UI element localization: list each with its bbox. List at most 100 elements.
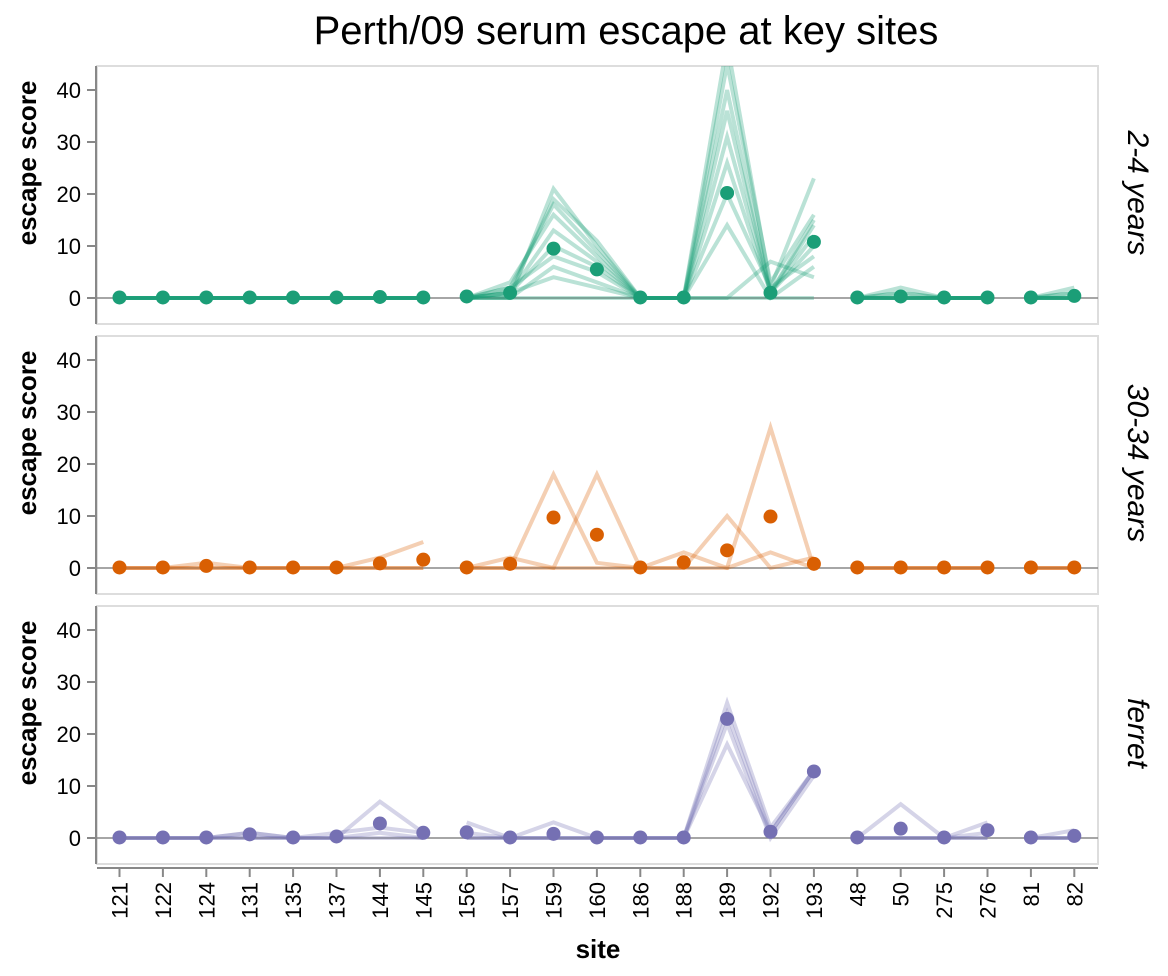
- mean-point: [329, 290, 344, 305]
- individual-line: [1030, 290, 1075, 300]
- mean-point: [155, 560, 170, 575]
- individual-line: [1030, 285, 1075, 300]
- individual-line: [466, 420, 816, 570]
- mean-point: [503, 556, 518, 571]
- mean-point: [1067, 288, 1082, 303]
- individual-line: [857, 830, 988, 840]
- x-axis-title: site: [576, 934, 621, 964]
- y-tick-label: 10: [57, 774, 81, 799]
- mean-point: [893, 560, 908, 575]
- x-tick-label: 48: [845, 882, 870, 906]
- facet-label: 2-4 years: [1121, 129, 1154, 255]
- x-tick-label: 186: [628, 882, 653, 919]
- mean-point: [763, 285, 778, 300]
- facet-1: 0 10 20 30 40 escape score 30-34 years: [12, 335, 1154, 595]
- mean-point: [893, 821, 908, 836]
- y-axis-title: escape score: [12, 81, 42, 246]
- mean-point: [459, 825, 474, 840]
- x-tick-label: 131: [238, 882, 263, 919]
- mean-point: [763, 824, 778, 839]
- x-tick-label: 81: [1019, 882, 1044, 906]
- x-tick-label: 276: [976, 882, 1001, 919]
- mean-point: [155, 290, 170, 305]
- mean-point: [155, 830, 170, 845]
- mean-point: [893, 289, 908, 304]
- x-tick-label: 124: [194, 882, 219, 919]
- y-tick-label: 0: [69, 286, 81, 311]
- mean-point: [633, 830, 648, 845]
- y-axis-title: escape score: [12, 351, 42, 516]
- x-tick-label: 192: [759, 882, 784, 919]
- x-tick-label: 159: [542, 882, 567, 919]
- individual-lines: [119, 696, 1075, 843]
- y-tick-label: 30: [57, 130, 81, 155]
- individual-line: [857, 290, 988, 300]
- mean-point: [372, 816, 387, 831]
- individual-line: [1030, 828, 1075, 840]
- x-tick-label: 50: [889, 882, 914, 906]
- chart-title: Perth/09 serum escape at key sites: [314, 9, 939, 53]
- individual-line: [119, 830, 424, 840]
- mean-point: [589, 830, 604, 845]
- individual-line: [119, 825, 424, 841]
- mean-point: [199, 290, 214, 305]
- y-axis-title: escape score: [12, 621, 42, 786]
- y-tick-label: 10: [57, 504, 81, 529]
- individual-line: [119, 540, 424, 570]
- mean-point: [416, 825, 431, 840]
- mean-point: [937, 830, 952, 845]
- x-tick-label: 275: [932, 882, 957, 919]
- mean-point: [242, 290, 257, 305]
- mean-point: [720, 185, 735, 200]
- mean-point: [199, 830, 214, 845]
- mean-point: [286, 560, 301, 575]
- mean-point: [1023, 560, 1038, 575]
- mean-point: [720, 711, 735, 726]
- individual-line: [119, 799, 425, 840]
- x-tick-label: 188: [672, 882, 697, 919]
- mean-point: [286, 290, 301, 305]
- y-tick-label: 0: [69, 556, 81, 581]
- mean-point: [633, 560, 648, 575]
- mean-point: [112, 290, 127, 305]
- facet-label: 30-34 years: [1121, 384, 1154, 542]
- y-tick-label: 0: [69, 826, 81, 851]
- mean-point: [329, 560, 344, 575]
- mean-point: [676, 830, 691, 845]
- mean-point: [850, 290, 865, 305]
- mean-point: [980, 823, 995, 838]
- facet-2: 0 10 20 30 40 escape score ferret: [12, 605, 1154, 865]
- mean-point: [589, 527, 604, 542]
- mean-point: [850, 830, 865, 845]
- x-tick-label: 157: [498, 882, 523, 919]
- facet-label: ferret: [1121, 698, 1154, 770]
- individual-lines: [119, 420, 1075, 571]
- mean-point: [806, 764, 821, 779]
- mean-point: [112, 830, 127, 845]
- x-tick-label: 189: [715, 882, 740, 919]
- mean-point: [937, 560, 952, 575]
- y-tick-label: 20: [57, 182, 81, 207]
- mean-point: [676, 555, 691, 570]
- x-tick-label: 82: [1062, 882, 1087, 906]
- individual-line: [856, 285, 988, 300]
- mean-point: [1023, 290, 1038, 305]
- mean-point: [1067, 560, 1082, 575]
- mean-point: [806, 556, 821, 571]
- x-tick-label: 122: [151, 882, 176, 919]
- y-tick-label: 40: [57, 78, 81, 103]
- mean-point: [372, 289, 387, 304]
- y-tick-label: 40: [57, 348, 81, 373]
- mean-point: [980, 560, 995, 575]
- individual-lines: [119, 66, 1075, 301]
- x-tick-label: 135: [281, 882, 306, 919]
- y-tick-label: 20: [57, 722, 81, 747]
- individual-line: [466, 739, 816, 840]
- mean-point: [980, 290, 995, 305]
- mean-point: [676, 290, 691, 305]
- mean-point: [459, 560, 474, 575]
- mean-point: [1067, 828, 1082, 843]
- mean-point: [372, 556, 387, 571]
- mean-point: [503, 830, 518, 845]
